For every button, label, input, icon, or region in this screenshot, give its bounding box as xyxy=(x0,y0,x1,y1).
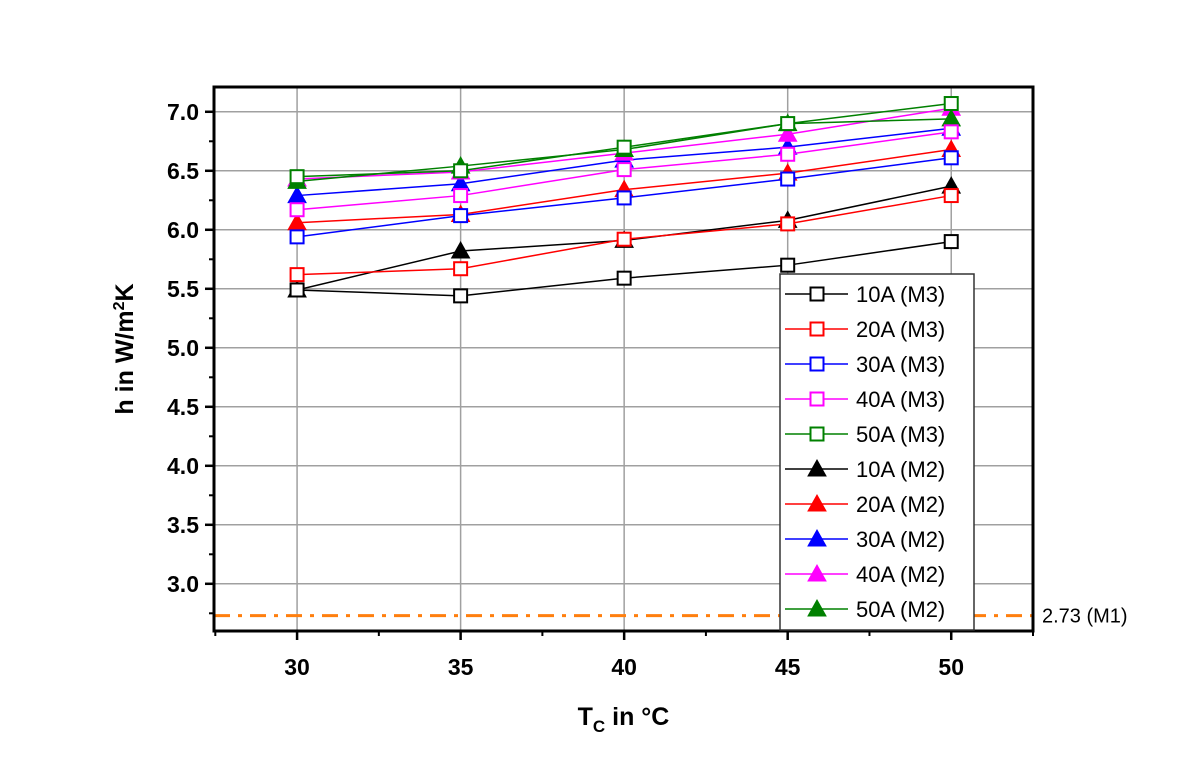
series-40a-m3 xyxy=(289,124,959,218)
legend-label: 10A (M2) xyxy=(856,457,945,482)
legend-marker-square xyxy=(809,321,825,337)
data-point xyxy=(780,171,796,187)
y-axis-title-main: h in W/m xyxy=(111,310,139,414)
data-point xyxy=(943,124,959,140)
legend-item: 50A (M2) xyxy=(785,597,945,622)
legend-label: 20A (M3) xyxy=(856,317,945,342)
legend-label: 10A (M3) xyxy=(856,282,945,307)
legend-item: 10A (M3) xyxy=(785,282,945,307)
data-point xyxy=(289,229,305,245)
legend-marker-triangle xyxy=(807,563,827,582)
data-point xyxy=(616,139,632,155)
legend-marker-square xyxy=(809,426,825,442)
data-point xyxy=(453,188,469,204)
y-tick-label: 3.0 xyxy=(167,571,199,597)
y-axis-title-rest: K xyxy=(111,283,139,301)
data-point xyxy=(943,96,959,112)
data-point xyxy=(453,163,469,179)
data-point xyxy=(780,116,796,132)
data-point xyxy=(289,169,305,185)
data-point xyxy=(289,267,305,283)
series-50a-m3 xyxy=(289,96,959,185)
data-point xyxy=(453,261,469,277)
y-tick-label: 5.5 xyxy=(167,276,199,302)
x-tick-label: 50 xyxy=(938,654,964,680)
reference-line-group: 2.73 (M1) xyxy=(214,606,1128,628)
series-10a-m3 xyxy=(289,234,959,304)
x-axis-title-rest: in °C xyxy=(605,703,669,731)
legend-label: 40A (M2) xyxy=(856,562,945,587)
data-point xyxy=(289,202,305,218)
legend-marker-triangle xyxy=(807,493,827,512)
data-point xyxy=(943,188,959,204)
axis-ticks: 30 35 40 45 50 3.0 3.5 4.0 4.5 5.0 5.5 6.0 6.5 7.0 xyxy=(167,99,1034,680)
legend-label: 50A (M2) xyxy=(856,597,945,622)
x-axis-title-subscript: C xyxy=(593,717,605,736)
y-tick-label: 5.0 xyxy=(167,335,199,361)
y-tick-label: 3.5 xyxy=(167,512,199,538)
data-point xyxy=(616,162,632,178)
x-tick-label: 30 xyxy=(284,654,310,680)
data-point xyxy=(780,146,796,162)
y-tick-label: 6.5 xyxy=(167,158,199,184)
data-point xyxy=(453,288,469,304)
data-point xyxy=(453,208,469,224)
data-point xyxy=(780,216,796,232)
legend-item: 40A (M2) xyxy=(785,562,945,587)
legend-marker-square xyxy=(809,286,825,302)
x-tick-label: 40 xyxy=(611,654,637,680)
y-tick-label: 6.0 xyxy=(167,217,199,243)
legend-item: 50A (M3) xyxy=(785,422,945,447)
legend-marker-triangle xyxy=(807,528,827,547)
data-point xyxy=(943,150,959,166)
series-30a-m3 xyxy=(289,150,959,245)
data-point xyxy=(780,257,796,273)
y-tick-label: 7.0 xyxy=(167,99,199,125)
legend-label: 40A (M3) xyxy=(856,387,945,412)
y-tick-label: 4.0 xyxy=(167,453,199,479)
legend-label: 30A (M2) xyxy=(856,527,945,552)
legend-marker-triangle xyxy=(807,458,827,477)
legend-marker-triangle xyxy=(807,598,827,617)
series-group xyxy=(287,96,962,304)
y-axis-title-superscript: 2 xyxy=(111,301,128,310)
legend-label: 20A (M2) xyxy=(856,492,945,517)
data-point xyxy=(943,234,959,250)
data-point xyxy=(289,282,305,298)
series-20a-m3 xyxy=(289,188,959,283)
data-point xyxy=(450,241,471,259)
data-point xyxy=(616,231,632,247)
legend-item: 30A (M3) xyxy=(785,352,945,377)
data-point xyxy=(616,270,632,286)
data-point xyxy=(616,190,632,206)
y-axis-title: h in W/m2K xyxy=(111,283,139,414)
legend-item: 10A (M2) xyxy=(785,457,945,482)
legend-item: 40A (M3) xyxy=(785,387,945,412)
legend-label: 50A (M3) xyxy=(856,422,945,447)
x-axis-title-main: T xyxy=(578,703,593,731)
legend: 10A (M3) 20A (M3) 30A (M3) 40A (M3) 50A (M3)… xyxy=(779,273,975,631)
x-tick-label: 35 xyxy=(448,654,474,680)
legend-item: 30A (M2) xyxy=(785,527,945,552)
x-axis-title: TC in °C xyxy=(578,703,670,736)
legend-marker-square xyxy=(809,391,825,407)
legend-item: 20A (M2) xyxy=(785,492,945,517)
reference-line-label: 2.73 (M1) xyxy=(1042,606,1128,628)
y-tick-label: 4.5 xyxy=(167,394,199,420)
legend-marker-square xyxy=(809,356,825,372)
data-point xyxy=(777,124,798,142)
legend-item: 20A (M3) xyxy=(785,317,945,342)
legend-label: 30A (M3) xyxy=(856,352,945,377)
x-tick-label: 45 xyxy=(775,654,801,680)
